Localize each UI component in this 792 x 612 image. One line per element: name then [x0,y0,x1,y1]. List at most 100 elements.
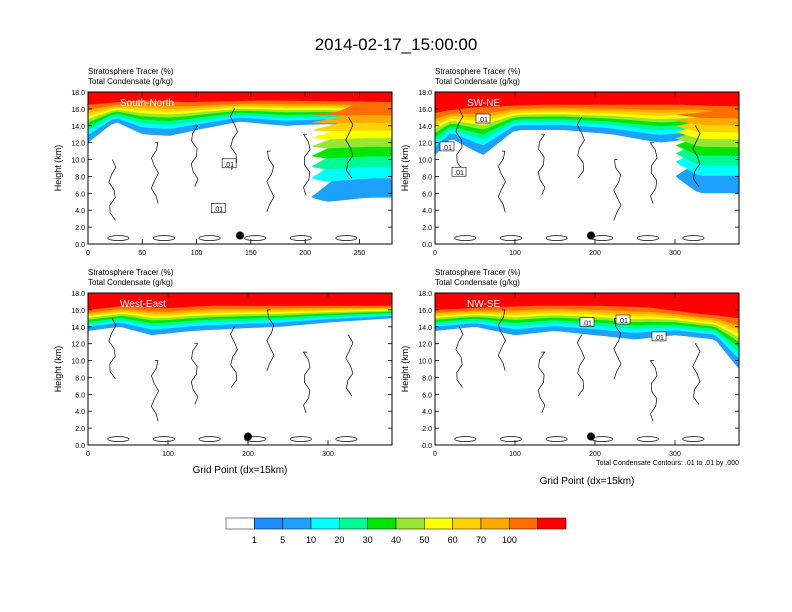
y-tick-label: 8.0 [422,375,432,382]
y-tick-label: 12.0 [71,141,85,148]
panel-title-line2: Total Condensate (g/kg) [88,278,173,287]
panel-title-line1: Stratosphere Tracer (%) [435,67,521,76]
colorbar-swatch [310,517,340,530]
location-marker [587,432,595,441]
condensate-contour [190,343,199,405]
y-tick-label: 18.0 [71,291,85,298]
colorbar-swatch [537,517,567,530]
x-tick-label: 100 [162,451,174,458]
y-tick-label: 18.0 [71,90,85,97]
y-tick-label: 10.0 [71,158,85,165]
condensate-contour [497,150,506,212]
x-tick-label: 200 [589,250,601,257]
plot-frame [434,292,740,446]
condensate-contour [497,309,506,371]
y-tick-label: 16.0 [418,107,432,114]
condensate-contour [190,125,199,187]
y-tick-label: 8.0 [75,375,85,382]
y-tick-label: 8.0 [75,174,85,181]
x-axis-label: Grid Point (dx=15km) [193,465,288,476]
y-axis-label: Height (km) [53,346,63,393]
condensate-contour [500,235,522,241]
colorbar-swatch [452,517,482,530]
condensate-contour [229,108,238,170]
y-tick-label: 4.0 [75,409,85,416]
condensate-contour [613,159,622,221]
colorbar-swatch [225,517,255,530]
y-tick-label: 6.0 [422,392,432,399]
x-tick-label: 200 [242,451,254,458]
panel-label: South-North [120,98,174,109]
colorbar-label: 1 [252,535,257,545]
condensate-contour [455,108,464,170]
x-tick-label: 150 [245,250,257,257]
colorbar-swatch [254,517,283,530]
y-tick-label: 10.0 [418,359,432,366]
y-tick-label: 12.0 [418,141,432,148]
condensate-contour [636,436,659,442]
panel-title-line2: Total Condensate (g/kg) [435,278,520,287]
condensate-contour [454,235,477,241]
tracer-band [88,92,392,105]
y-tick-label: 4.0 [75,208,85,215]
panel-title-line1: Stratosphere Tracer (%) [88,67,174,76]
contour-label: .01 [442,145,452,152]
condensate-contour [108,159,117,221]
y-tick-label: 14.0 [71,124,85,131]
condensate-contour [545,436,568,442]
condensate-contour [649,142,658,204]
colorbar-swatch [367,517,397,530]
contour-label: .01 [213,207,223,214]
condensate-contour [302,133,311,196]
condensate-contour [500,436,522,442]
figure-title: 2014-02-17_15:00:00 [315,35,478,54]
y-tick-label: 4.0 [422,409,432,416]
x-tick-label: 200 [299,250,311,257]
y-axis-label: Height (km) [400,346,410,393]
condensate-contour [153,436,175,442]
contour-label-box [579,317,595,327]
x-tick-label: 250 [354,250,366,257]
y-tick-label: 4.0 [422,208,432,215]
y-tick-label: 14.0 [418,325,432,332]
condensate-contour [289,235,312,241]
y-tick-label: 10.0 [71,359,85,366]
x-tick-label: 0 [86,451,90,458]
condensate-contour [244,436,267,442]
x-tick-label: 300 [669,250,681,257]
colorbar-swatch [282,517,312,530]
condensate-contour [576,116,585,179]
contour-label-box [651,331,667,342]
x-tick-label: 100 [191,250,203,257]
contour-label: .01 [582,321,592,328]
condensate-contour [345,334,354,397]
contour-label-box [439,141,455,152]
plot-frame [87,292,393,446]
contour-label-box [221,158,237,169]
contour-label: .01 [454,170,464,177]
condensate-contour [198,436,221,442]
contour-note: Total Condensate Contours: .01 to .01 by… [596,460,739,467]
x-tick-label: 200 [589,451,601,458]
panel-label: West-East [120,299,166,310]
x-tick-label: 300 [322,451,334,458]
y-axis-label: Height (km) [400,145,410,192]
condensate-contour [107,436,130,442]
condensate-contour [682,436,705,442]
y-tick-label: 0.0 [422,443,432,450]
condensate-contour [454,436,477,442]
plot-frame [87,91,393,245]
y-tick-label: 18.0 [418,90,432,97]
colorbar-label: 100 [502,535,517,545]
condensate-contour [576,334,585,397]
tracer-field: .01 .01 [88,92,392,244]
contour-label: .01 [618,318,628,325]
condensate-contour [150,142,159,204]
condensate-contour [649,360,658,422]
condensate-contour [692,125,701,187]
condensate-contour [289,436,312,442]
tracer-field [88,293,392,445]
condensate-contour [692,343,701,405]
colorbar-label: 40 [391,535,401,545]
